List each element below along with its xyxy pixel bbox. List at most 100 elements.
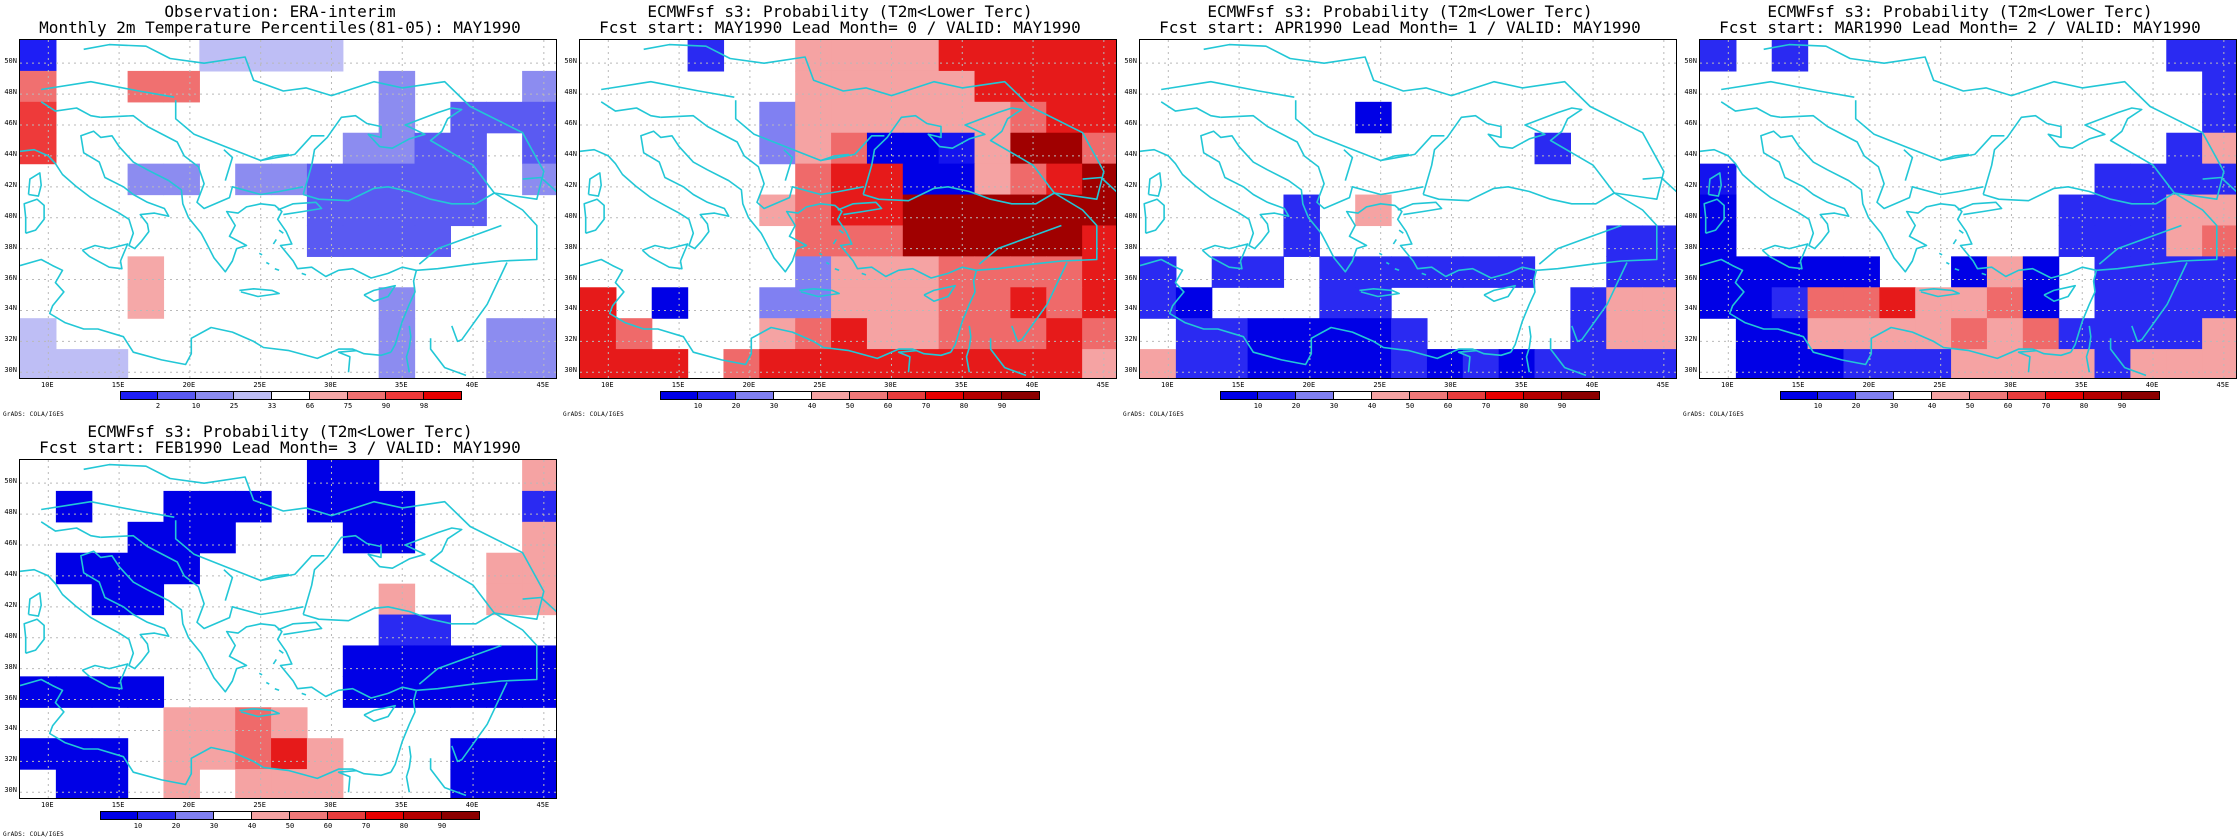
grid-cell: [91, 349, 129, 378]
lon-tick-label: 15E: [671, 381, 685, 389]
grid-cell: [1570, 287, 1607, 319]
coastline: [1011, 262, 1068, 343]
colorbar-segment: [2046, 391, 2084, 400]
colorbar-tick-label: 20: [171, 822, 181, 830]
grid-cell: [1570, 349, 1607, 378]
coastline: [1538, 224, 1622, 265]
grid-cell: [1606, 287, 1643, 319]
lon-tick-label: 35E: [954, 381, 968, 389]
coastline: [27, 592, 43, 617]
colorbar-tick-label: 90: [381, 402, 391, 410]
grid-cell: [306, 225, 344, 257]
coastline: [1958, 229, 1964, 234]
lat-tick-label: 44N: [1684, 149, 1697, 158]
grid-cell: [1771, 318, 1809, 350]
coastline: [600, 101, 661, 119]
lon-tick-label: 25E: [813, 381, 826, 389]
coastline: [258, 672, 263, 676]
grid-cell: [866, 225, 904, 257]
grid-cell: [1606, 349, 1643, 378]
grads-credit: GrADS: COLA/IGES: [1123, 411, 1184, 418]
colorbar-segment: [1296, 391, 1334, 400]
coastline: [174, 520, 325, 582]
lat-tick-label: 36N: [4, 693, 17, 702]
coastline: [2202, 176, 2236, 193]
coastline: [1945, 261, 1950, 265]
colorbar-tick-label: 40: [247, 822, 257, 830]
lat-tick-label: 44N: [564, 149, 577, 158]
grid-cell: [1082, 225, 1116, 257]
grid-cell: [795, 287, 832, 319]
lon-tick-label: 20E: [1302, 381, 1316, 389]
colorbar: 2 10 25 33 66 75 90 98: [120, 391, 462, 413]
grid-cell: [759, 194, 796, 227]
grid-cell: [1319, 318, 1356, 350]
grid-cell: [902, 225, 940, 257]
colorbar-segment: [660, 391, 698, 400]
grid-cell: [831, 318, 868, 350]
grid-cell: [1175, 318, 1213, 350]
grid-cell: [1010, 132, 1047, 165]
grid-cell: [1046, 287, 1083, 319]
grid-cell: [486, 645, 523, 677]
coastline: [1294, 100, 1445, 162]
lat-tick-label: 46N: [4, 119, 17, 127]
grid-cell: [2166, 132, 2203, 165]
grid-cell: [306, 40, 344, 72]
coastline: [1397, 201, 1443, 216]
lon-tick-label: 20E: [1862, 381, 1876, 389]
coastline: [1160, 101, 1221, 119]
grid-cell: [522, 769, 556, 798]
lon-tick-label: 40E: [465, 801, 479, 809]
coastline: [641, 243, 689, 270]
coastline: [83, 43, 545, 200]
coastline: [783, 149, 794, 181]
grid-cell: [342, 460, 380, 492]
lat-tick-label: 48N: [4, 508, 17, 517]
grid-cell: [1735, 287, 1773, 319]
coastline: [1378, 252, 1383, 256]
grid-cell: [2202, 287, 2236, 319]
coastline: [418, 644, 502, 685]
colorbar-tick-label: 70: [1481, 402, 1491, 410]
colorbar-segment: [120, 391, 158, 400]
grid-cell: [1391, 318, 1428, 350]
colorbar-tick-label: 50: [1965, 402, 1975, 410]
grid-cell: [831, 225, 868, 257]
coastline: [1380, 153, 1410, 162]
grid-cell: [866, 318, 904, 350]
coastline: [1761, 243, 1809, 270]
lat-tick-label: 30N: [4, 366, 17, 375]
grid-cell: [163, 738, 200, 770]
grid-cell: [1247, 349, 1285, 378]
grid-cell: [486, 738, 523, 770]
coastline: [405, 745, 412, 793]
grid-cell: [1082, 256, 1116, 288]
lon-tick-label: 35E: [394, 801, 408, 809]
coastline: [1143, 198, 1165, 234]
grid-cell: [235, 738, 272, 770]
lat-tick-label: 38N: [4, 242, 17, 251]
grid-cell: [414, 163, 451, 196]
colorbar-segment: [214, 811, 252, 820]
grid-cell: [615, 318, 653, 350]
grid-cell: [450, 769, 487, 798]
coastline: [1952, 238, 1957, 245]
colorbar-segment: [348, 391, 386, 400]
lat-tick-label: 32N: [1684, 335, 1697, 344]
grid-cell: [2166, 40, 2203, 72]
lon-tick-label: 20E: [182, 381, 196, 389]
grid-cell: [580, 349, 617, 378]
grid-cell: [199, 707, 236, 739]
coastline: [923, 284, 957, 303]
lat-tick-label: 36N: [1124, 273, 1137, 282]
grid-cell: [974, 225, 1011, 257]
map-frame: [1139, 39, 1677, 379]
lat-tick-label: 40N: [1684, 211, 1697, 220]
grid-cell: [795, 225, 832, 257]
coastline: [81, 243, 129, 270]
lat-tick-label: 38N: [4, 662, 17, 671]
grid-cell: [235, 163, 272, 196]
grid-cell: [1355, 318, 1392, 350]
grid-cell: [2202, 318, 2236, 350]
